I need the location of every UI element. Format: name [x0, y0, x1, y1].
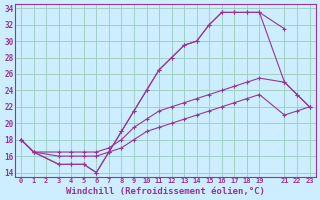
X-axis label: Windchill (Refroidissement éolien,°C): Windchill (Refroidissement éolien,°C) — [66, 187, 265, 196]
